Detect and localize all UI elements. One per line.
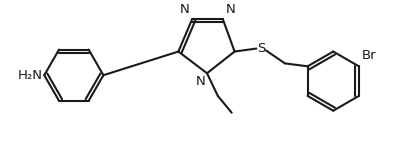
Text: H₂N: H₂N xyxy=(17,69,42,82)
Text: N: N xyxy=(195,75,205,88)
Text: N: N xyxy=(180,3,189,16)
Text: Br: Br xyxy=(362,49,376,62)
Text: N: N xyxy=(226,3,235,16)
Text: S: S xyxy=(257,42,266,55)
